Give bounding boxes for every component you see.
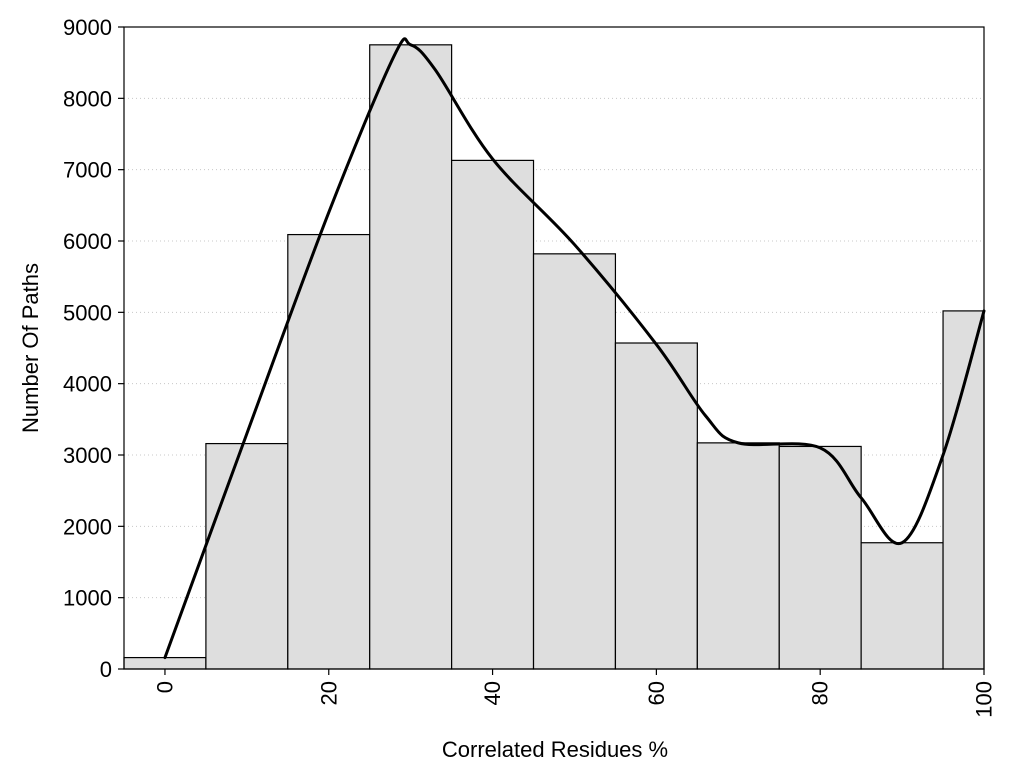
histogram-bars — [123, 44, 985, 670]
histogram-bar — [942, 310, 985, 670]
y-tick-label: 7000 — [63, 158, 112, 183]
x-tick-label: 40 — [480, 681, 505, 705]
histogram-bar — [778, 445, 862, 670]
y-tick-label: 4000 — [63, 372, 112, 397]
y-tick-label: 9000 — [63, 15, 112, 40]
x-tick-label: 60 — [644, 681, 669, 705]
histogram-bar — [614, 342, 698, 670]
plot-frame — [123, 26, 985, 670]
x-tick-label: 20 — [316, 681, 341, 705]
y-tick-label: 2000 — [63, 514, 112, 539]
smoothed-density-curve — [163, 37, 986, 660]
histogram-bar — [369, 44, 453, 670]
histogram-bar — [451, 159, 535, 670]
histogram-bar — [696, 442, 780, 670]
y-tick-label: 0 — [100, 657, 112, 682]
y-tick-label: 5000 — [63, 300, 112, 325]
y-tick-label: 6000 — [63, 229, 112, 254]
y-tick-label: 3000 — [63, 443, 112, 468]
histogram-bar — [860, 542, 944, 670]
y-axis-label: Number Of Paths — [18, 263, 43, 433]
y-axis-ticks: 0 1000 2000 3000 4000 5000 6000 7000 8000 9000 — [63, 15, 124, 682]
x-tick-label: 0 — [152, 681, 177, 693]
x-tick-label: 100 — [972, 681, 997, 718]
x-tick-label: 80 — [808, 681, 833, 705]
histogram-bar — [205, 442, 289, 670]
y-tick-label: 8000 — [63, 86, 112, 111]
histogram-bar — [287, 233, 371, 670]
y-tick-label: 1000 — [63, 586, 112, 611]
x-axis-ticks: 0 20 40 60 80 100 — [152, 669, 997, 718]
histogram-bar — [123, 656, 207, 670]
x-axis-label: Correlated Residues % — [442, 737, 668, 762]
histogram-bar — [532, 253, 617, 670]
